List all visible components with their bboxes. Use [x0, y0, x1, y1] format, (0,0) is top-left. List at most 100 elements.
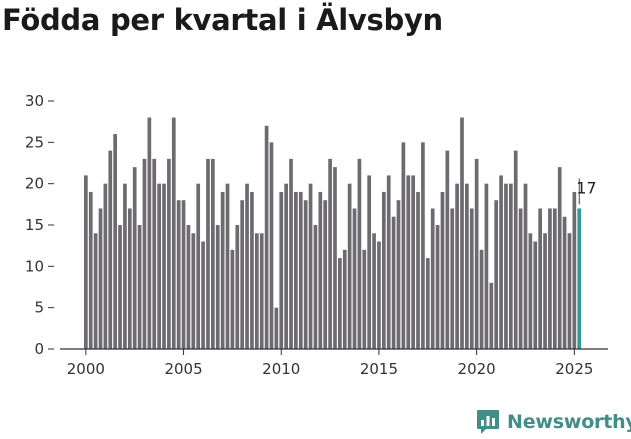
- bar: [440, 191, 445, 349]
- bar: [308, 183, 313, 349]
- bar: [377, 241, 381, 349]
- bar: [513, 150, 518, 349]
- bar: [425, 258, 430, 349]
- bar: [455, 183, 459, 349]
- bar: [518, 208, 523, 349]
- bar: [211, 158, 215, 349]
- x-tick-label: 2000: [67, 360, 105, 378]
- bar: [206, 158, 210, 349]
- bar: [167, 158, 171, 349]
- bar: [450, 208, 455, 349]
- bar: [93, 233, 98, 349]
- bar: [176, 200, 181, 349]
- x-tick-label: 2015: [360, 360, 398, 378]
- bar: [489, 282, 494, 349]
- y-tick-label: 15: [25, 216, 44, 234]
- bar: [250, 191, 254, 349]
- bar: [118, 225, 122, 349]
- y-tick-label: 20: [25, 175, 44, 193]
- bar: [572, 191, 577, 349]
- bars: [84, 117, 582, 349]
- bar: [562, 216, 567, 349]
- bar: [494, 200, 499, 349]
- bar: [318, 191, 323, 349]
- bar: [186, 225, 191, 349]
- bar: [274, 307, 279, 349]
- bar: [137, 225, 142, 349]
- bar: [406, 175, 411, 349]
- x-tick-label: 2010: [262, 360, 300, 378]
- bar: [567, 233, 572, 349]
- bar: [269, 142, 274, 349]
- bar: [460, 117, 464, 349]
- bar: [303, 200, 308, 349]
- bar: [245, 183, 249, 349]
- bar: [103, 183, 108, 349]
- bar: [142, 158, 147, 349]
- bar: [401, 142, 406, 349]
- bar: [465, 183, 469, 349]
- bar: [504, 183, 508, 349]
- bar: [181, 200, 186, 349]
- bar: [84, 175, 88, 349]
- bar: [88, 191, 93, 349]
- bar: [298, 191, 303, 349]
- bar: [538, 208, 543, 349]
- bar: [323, 200, 328, 349]
- newsworthy-logo: Newsworthy: [476, 408, 631, 436]
- bar: [469, 208, 474, 349]
- annotation-value-label: 17: [576, 178, 596, 197]
- bar: [352, 208, 357, 349]
- bar: [171, 117, 176, 349]
- bar: [416, 191, 420, 349]
- chart-title: Födda per kvartal i Älvsbyn: [2, 3, 443, 37]
- bar: [338, 258, 342, 349]
- bar: [279, 191, 284, 349]
- bar: [313, 225, 318, 349]
- newsworthy-logo-icon: [477, 410, 499, 434]
- bar: [548, 208, 552, 349]
- bar: [152, 158, 157, 349]
- bar: [342, 249, 347, 349]
- bar: [264, 125, 269, 349]
- y-tick-label: 5: [34, 299, 44, 317]
- bar: [191, 233, 196, 349]
- bar: [284, 183, 288, 349]
- bar: [108, 150, 113, 349]
- bar: [132, 167, 137, 349]
- y-axis: 0 5 10 15 20 25 30: [25, 92, 54, 358]
- bar: [367, 175, 372, 349]
- y-tick-label: 10: [25, 257, 44, 275]
- bar: [289, 158, 293, 349]
- bar: [552, 208, 557, 349]
- bar: [411, 175, 415, 349]
- bar: [215, 225, 220, 349]
- bar: [113, 134, 118, 349]
- bar: [362, 249, 367, 349]
- bar: [294, 191, 298, 349]
- x-tick-label: 2020: [458, 360, 496, 378]
- bar-latest: [577, 208, 582, 349]
- y-tick-label: 30: [25, 92, 44, 110]
- bar: [386, 175, 391, 349]
- bar: [528, 233, 533, 349]
- bar: [225, 183, 230, 349]
- bar: [396, 200, 401, 349]
- bar: [474, 158, 479, 349]
- bar: [357, 158, 362, 349]
- bar: [499, 175, 503, 349]
- bar: [201, 241, 205, 349]
- bar: [391, 216, 396, 349]
- bar: [127, 208, 132, 349]
- bar: [479, 249, 484, 349]
- bar: [235, 225, 240, 349]
- newsworthy-logo-text: Newsworthy: [507, 411, 631, 433]
- bar: [162, 183, 166, 349]
- bar: [254, 233, 259, 349]
- annotation: 17: [576, 178, 597, 205]
- bar: [98, 208, 103, 349]
- y-tick-label: 25: [25, 133, 44, 151]
- bar: [445, 150, 450, 349]
- x-tick-label: 2025: [555, 360, 593, 378]
